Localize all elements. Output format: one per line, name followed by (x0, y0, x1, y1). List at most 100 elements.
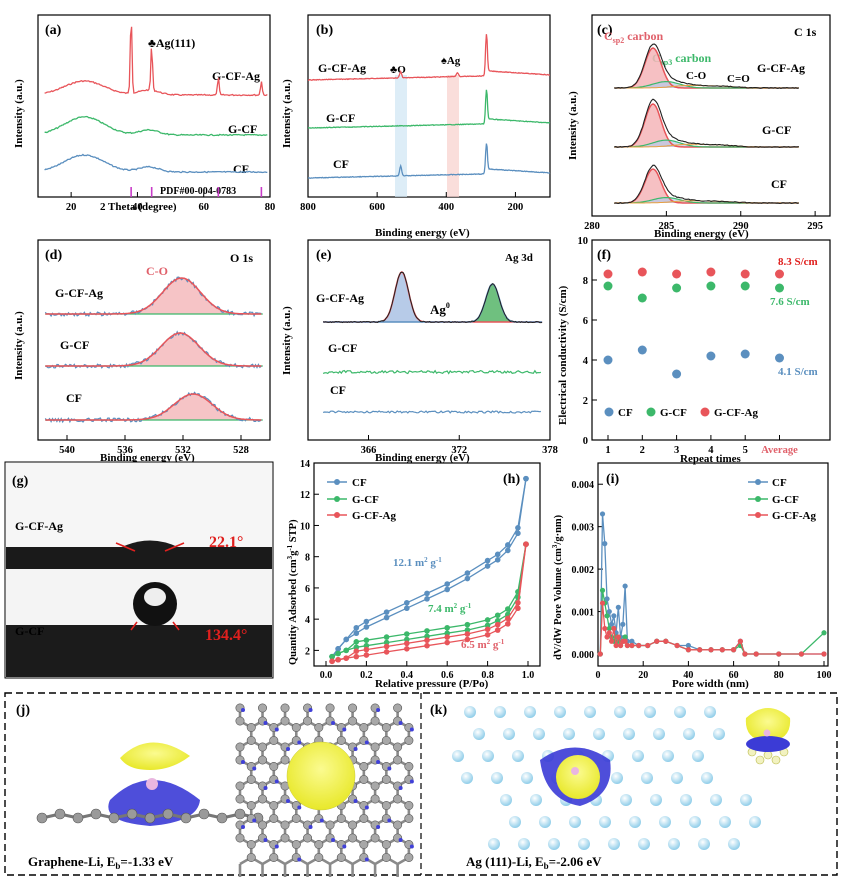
panel-e-frame (307, 239, 551, 441)
panel-g-angle2: 134.4° (205, 627, 247, 644)
i-xtick-label-2: 40 (683, 670, 693, 681)
f-ytick-label-2: 4 (583, 356, 589, 367)
panel-d-frame (37, 239, 271, 441)
h-point-g-cf-ag-16 (515, 599, 521, 606)
panel-a-ylabel: Intensity (a.u.) (13, 79, 25, 148)
j-top-carbon-122 (359, 839, 369, 849)
panel-g-substrate-bottom (6, 625, 272, 677)
i-point-cf-1 (599, 511, 606, 517)
panel-g-droplet-highlight (144, 588, 166, 606)
i-point-g-cf-ag-22 (719, 647, 725, 653)
j-side-carbon-4 (108, 812, 120, 824)
f-ytick-label-3: 6 (583, 316, 588, 327)
panel-e-curves (322, 271, 543, 414)
k-ag-atom-0-6 (644, 706, 656, 718)
panel-b-o-highlight (395, 75, 407, 197)
h-point-g-cf-27 (343, 647, 350, 654)
panel-f-legend: CF G-CF G-CF-Ag (604, 407, 758, 419)
h-point-g-cf-26 (353, 638, 360, 645)
j-top-carbon-59 (359, 774, 369, 784)
panel-b-label: (b) (316, 23, 333, 38)
j-top-depletion-spot-105 (331, 838, 336, 842)
panel-b-frame (307, 14, 551, 198)
panel-c-co-label: C-O (686, 70, 707, 82)
k-ag-atom-2-2 (512, 750, 524, 762)
j-top-carbon-77 (370, 794, 380, 804)
j-side-carbon-1 (54, 808, 66, 820)
a-xtick-label-2: 60 (198, 202, 209, 213)
panel-c-ceqo-label: C=O (727, 73, 750, 85)
i-point-g-cf-29 (821, 630, 827, 636)
h-point-cf-16 (515, 525, 521, 531)
h-point-g-cf-ag-24 (383, 643, 390, 650)
j-top-carbon-13 (370, 716, 380, 726)
f-point-g-cf-ag-0 (603, 269, 613, 279)
k-side-li-atom (763, 729, 771, 737)
j-top-depletion-spot-81 (252, 818, 257, 823)
j-top-carbon-121 (336, 852, 346, 862)
k-ag-atom-1-0 (473, 728, 485, 740)
panel-a-label: (a) (45, 23, 62, 38)
k-ag-atom-4-5 (650, 794, 662, 806)
h-point-cf-5 (383, 614, 390, 621)
j-top-depletion-spot-90 (364, 805, 369, 810)
k-ag-atom-5-4 (629, 816, 641, 828)
h-point-cf-28 (335, 646, 341, 652)
h-point-g-cf-ag-9 (464, 636, 471, 643)
h-point-g-cf-28 (335, 650, 341, 657)
h-point-g-cf-24 (383, 634, 390, 640)
i-point-g-cf-ag-3 (604, 634, 610, 640)
h-point-g-cf-ag-17 (505, 615, 511, 622)
h-point-g-cf-5 (383, 639, 390, 646)
i-legend-label-cf: CF (772, 477, 787, 489)
j-top-carbon-65 (235, 794, 245, 804)
j-top-depletion-spot-9 (331, 721, 336, 725)
j-top-depletion-spot-87 (319, 818, 324, 823)
panel-h-area-cf: 12.1 m2 g-1 (393, 556, 442, 569)
panel-g-sample2: G-CF (15, 624, 44, 638)
i-point-g-cf-ag-2 (602, 625, 608, 632)
h-xtick-label-3: 0.6 (441, 670, 454, 681)
d-fit-gcfag (45, 277, 262, 315)
f-point-g-cf-0 (603, 281, 613, 291)
j-top-depletion-spot-0 (241, 708, 245, 712)
c-fill-sp3-gcfag (614, 81, 801, 88)
i-point-g-cf-ag-20 (697, 647, 703, 653)
j-top-carbon-92 (381, 800, 391, 810)
i-ytick-label-2: 0.002 (572, 565, 595, 576)
panel-d-label: (d) (45, 248, 62, 263)
panel-b-ag-highlight (447, 75, 459, 197)
h-legend-marker-gcf (334, 496, 340, 502)
c-envelope-gcf (614, 98, 799, 148)
j-top-carbon-19 (269, 735, 279, 745)
h-point-g-cf-7 (424, 633, 430, 640)
j-top-carbon-29 (381, 735, 391, 745)
h-xtick-label-0: 0.0 (320, 670, 333, 681)
i-point-g-cf-ag-16 (654, 638, 660, 644)
k-ag-atom-4-7 (710, 794, 722, 806)
panel-h-area-gcf: 7.4 m2 g-1 (428, 602, 472, 615)
j-top-depletion-spot-117 (297, 857, 302, 862)
panel-k: (k) Ag (111)-Li, Eb=-2.06 eV (430, 703, 791, 871)
j-top-carbon-118 (314, 839, 324, 849)
j-top-depletion-spot-114 (274, 844, 279, 849)
d-xtick-label-1: 536 (117, 445, 133, 456)
k-ag-atom-5-7 (719, 816, 731, 828)
j-side-carbon-5 (126, 808, 138, 820)
k-ag-atom-0-8 (704, 706, 716, 718)
d-raw-cf (44, 391, 262, 424)
i-point-g-cf-ag-29 (821, 651, 827, 657)
panel-a-curves (44, 26, 268, 197)
h-point-cf-21 (444, 581, 451, 587)
panel-d-co-label: C-O (146, 264, 168, 278)
j-top-carbon-17 (246, 735, 256, 745)
panel-j: (j) Graphene-Li, Eb=-1.33 eV (16, 703, 414, 877)
k-ag-atom-1-8 (713, 728, 725, 740)
panel-j-caption: Graphene-Li, Eb=-1.33 eV (28, 854, 174, 871)
j-charge-accum-cloud (120, 742, 190, 770)
j-top-depletion-spot-99 (263, 838, 268, 842)
j-top-carbon-2 (258, 703, 268, 713)
j-top-depletion-spot-6 (308, 708, 313, 712)
j-top-depletion-spot-12 (376, 708, 381, 712)
h-point-cf-11 (494, 557, 501, 563)
